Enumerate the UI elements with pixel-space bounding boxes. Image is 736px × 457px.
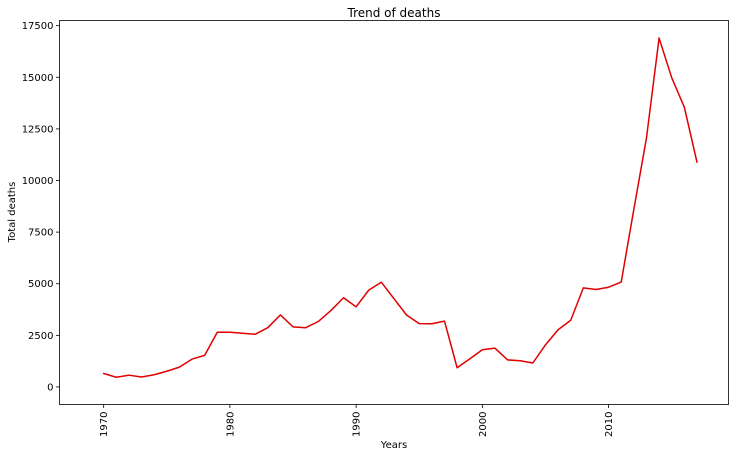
chart-title: Trend of deaths bbox=[347, 6, 441, 20]
x-tick-label: 1990 bbox=[352, 412, 363, 437]
y-tick-label: 17500 bbox=[22, 21, 54, 32]
y-tick-label: 5000 bbox=[28, 279, 53, 290]
x-tick-label: 2010 bbox=[604, 412, 615, 437]
x-tick-label: 2000 bbox=[478, 412, 489, 437]
y-axis-title: Total deaths bbox=[7, 182, 18, 244]
plot-frame bbox=[59, 20, 729, 405]
y-tick-label: 12500 bbox=[22, 124, 54, 135]
series-group bbox=[102, 37, 698, 378]
x-tick-label: 1980 bbox=[225, 412, 236, 437]
series-line bbox=[102, 37, 698, 378]
axis-ticks: 0 2500 5000 7500 10000 12500 15000 17500 1970 198… bbox=[22, 21, 615, 437]
y-tick-label: 0 bbox=[47, 382, 53, 393]
y-tick-label: 15000 bbox=[22, 73, 54, 84]
x-axis-title: Years bbox=[380, 440, 407, 451]
y-tick-label: 7500 bbox=[28, 228, 53, 239]
y-tick-label: 2500 bbox=[28, 331, 53, 342]
x-tick-label: 1970 bbox=[99, 412, 110, 437]
y-tick-label: 10000 bbox=[22, 176, 54, 187]
